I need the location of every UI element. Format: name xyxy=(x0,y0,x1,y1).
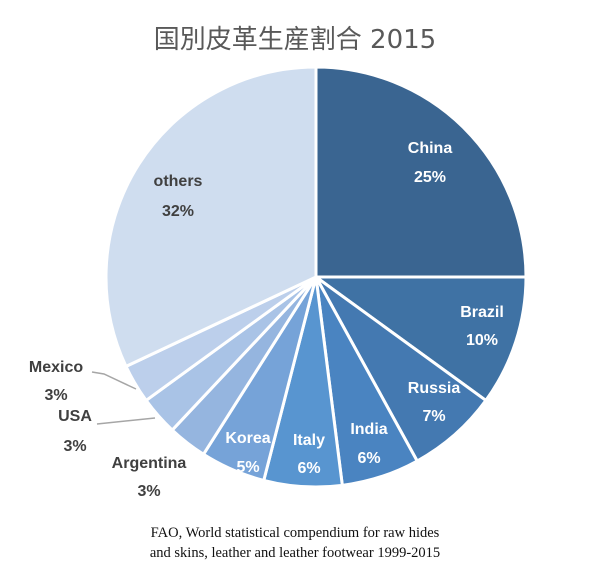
slice-name-china: China xyxy=(408,140,453,157)
leader-lines xyxy=(91,371,156,425)
source-note-line-1: FAO, World statistical compendium for ra… xyxy=(150,525,440,541)
slice-percent-mexico: 3% xyxy=(44,387,67,404)
pie-slices xyxy=(104,65,528,489)
slice-percent-korea: 5% xyxy=(236,459,259,476)
slice-percent-india: 6% xyxy=(357,450,380,467)
slice-name-italy: Italy xyxy=(293,432,325,449)
slice-percent-china: 25% xyxy=(414,169,446,186)
slice-name-russia: Russia xyxy=(408,380,461,397)
pie-slice-brazil xyxy=(314,275,528,402)
slice-percent-brazil: 10% xyxy=(466,332,498,349)
slice-percent-argentina: 3% xyxy=(137,483,160,500)
leader-line-mexico xyxy=(91,371,137,390)
pie-chart: 国別皮革生産割合 2015 China 25% Brazil 10% Russia 7% I… xyxy=(29,25,528,500)
slice-percent-usa: 3% xyxy=(63,438,86,455)
slice-name-india: India xyxy=(350,421,387,438)
slice-name-brazil: Brazil xyxy=(460,304,504,321)
pie-slice-others xyxy=(104,65,318,368)
slice-name-korea: Korea xyxy=(225,430,270,447)
slice-name-mexico: Mexico xyxy=(29,359,83,376)
slice-name-others: others xyxy=(154,173,203,190)
slice-name-usa: USA xyxy=(58,408,92,425)
slice-percent-others: 32% xyxy=(162,203,194,220)
source-note-line-2: and skins, leather and leather footwear … xyxy=(149,545,441,561)
leader-line-usa xyxy=(96,417,156,425)
slice-name-argentina: Argentina xyxy=(112,455,187,472)
slice-labels: China 25% Brazil 10% Russia 7% India 6% Italy 6% K… xyxy=(29,140,504,500)
chart-title: 国別皮革生産割合 2015 xyxy=(154,25,436,55)
slice-percent-italy: 6% xyxy=(297,460,320,477)
pie-slice-china xyxy=(314,65,528,279)
slice-percent-russia: 7% xyxy=(422,408,445,425)
